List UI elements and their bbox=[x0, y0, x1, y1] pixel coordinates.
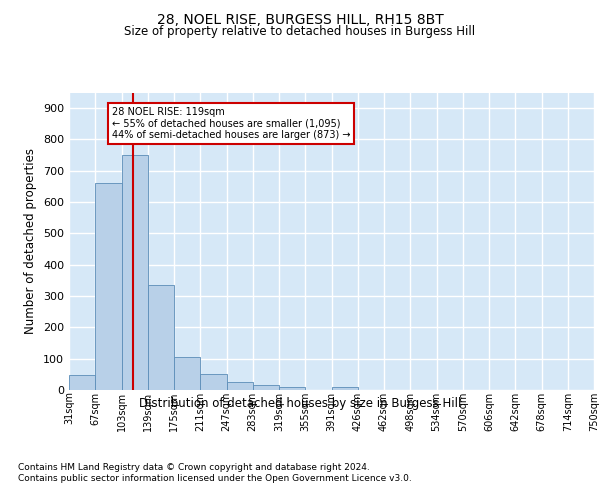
Text: Contains public sector information licensed under the Open Government Licence v3: Contains public sector information licen… bbox=[18, 474, 412, 483]
Bar bbox=[95, 184, 121, 390]
Text: 28, NOEL RISE, BURGESS HILL, RH15 8BT: 28, NOEL RISE, BURGESS HILL, RH15 8BT bbox=[157, 12, 443, 26]
Bar bbox=[279, 387, 305, 390]
Bar bbox=[200, 374, 227, 390]
Bar bbox=[69, 375, 95, 390]
Y-axis label: Number of detached properties: Number of detached properties bbox=[25, 148, 37, 334]
Text: 28 NOEL RISE: 119sqm
← 55% of detached houses are smaller (1,095)
44% of semi-de: 28 NOEL RISE: 119sqm ← 55% of detached h… bbox=[112, 106, 350, 140]
Bar bbox=[227, 382, 253, 390]
Bar bbox=[331, 388, 358, 390]
Text: Size of property relative to detached houses in Burgess Hill: Size of property relative to detached ho… bbox=[124, 25, 476, 38]
Bar bbox=[174, 357, 200, 390]
Bar bbox=[121, 155, 148, 390]
Bar bbox=[253, 386, 279, 390]
Text: Contains HM Land Registry data © Crown copyright and database right 2024.: Contains HM Land Registry data © Crown c… bbox=[18, 462, 370, 471]
Text: Distribution of detached houses by size in Burgess Hill: Distribution of detached houses by size … bbox=[139, 398, 461, 410]
Bar bbox=[148, 285, 174, 390]
